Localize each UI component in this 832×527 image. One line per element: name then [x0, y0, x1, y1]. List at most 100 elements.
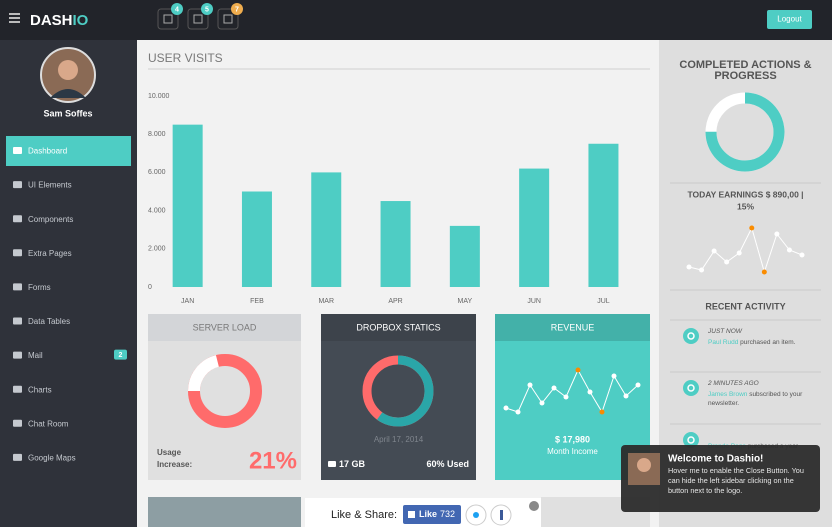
facebook-glyph — [500, 510, 503, 520]
bar — [588, 143, 619, 287]
like-label: Like — [419, 509, 437, 519]
activity-title: RECENT ACTIVITY — [705, 301, 785, 311]
notification-body-box: Hover me to enable the Close Button. You… — [668, 466, 816, 496]
like-button[interactable] — [403, 505, 461, 524]
menu-badge-count: 2 — [119, 352, 123, 359]
menu-icon — [13, 181, 22, 189]
sparkline-point — [623, 393, 629, 399]
header — [0, 0, 832, 40]
icon-glyph — [163, 14, 173, 24]
x-tick-label: JUL — [597, 298, 610, 305]
panel-title: SERVER LOAD — [193, 322, 257, 332]
y-tick-label: 4.000 — [148, 207, 166, 214]
menu-item[interactable]: UI Elements — [28, 181, 72, 190]
bar — [241, 191, 272, 287]
menu-icon — [13, 215, 22, 223]
sparkline-point — [736, 250, 742, 256]
usage-value: 21% — [249, 447, 297, 474]
date: April 17, 2014 — [374, 435, 424, 444]
activity-icon — [683, 380, 699, 396]
x-tick-label: JAN — [181, 298, 194, 305]
sparkline-point — [563, 394, 569, 400]
menu-item[interactable]: Dashboard — [28, 147, 67, 156]
menu-icon — [13, 317, 22, 325]
menu-item[interactable]: Mail — [28, 351, 43, 360]
sparkline-point — [749, 225, 755, 231]
sparkline-point — [711, 248, 717, 254]
thumbnail — [148, 497, 301, 527]
like-text: Like 732 — [419, 509, 455, 519]
activity-icon-dot — [687, 332, 695, 340]
panel-header — [148, 314, 301, 341]
menu-icon — [13, 147, 22, 154]
usage-label: Usage — [157, 448, 182, 457]
bar — [519, 168, 550, 287]
twitter-glyph — [473, 512, 479, 518]
menu-item[interactable]: Data Tables — [28, 317, 70, 326]
sparkline-point — [774, 231, 780, 237]
menu-toggle[interactable] — [9, 13, 20, 23]
sparkline-point — [503, 405, 509, 411]
x-tick-label: JUN — [527, 298, 541, 305]
donut-arc — [705, 92, 785, 172]
earnings: TODAY EARNINGS $ 890,00 | — [687, 189, 803, 199]
sparkline-point — [761, 269, 767, 275]
y-tick-label: 6.000 — [148, 169, 166, 176]
bar — [172, 124, 203, 288]
header-icon[interactable] — [217, 8, 239, 30]
y-tick-label: 8.000 — [148, 131, 166, 138]
menu-icon — [13, 283, 22, 291]
panel — [321, 314, 476, 480]
badge-count: 7 — [235, 6, 239, 13]
brand: DASHIO — [30, 12, 89, 29]
x-tick-label: FEB — [250, 298, 264, 305]
x-tick-label: APR — [388, 298, 402, 305]
disk-used: 60% Used — [426, 459, 469, 469]
menu-item[interactable]: Charts — [28, 385, 52, 394]
sparkline-point — [635, 382, 641, 388]
menu-item[interactable]: Forms — [28, 283, 51, 292]
earnings: 15% — [737, 201, 754, 211]
sparkline-point — [724, 259, 730, 265]
activity-text: purchased an item. — [740, 338, 796, 346]
menu-icon — [13, 419, 22, 427]
menu-badge — [114, 349, 127, 360]
badge-count: 5 — [205, 6, 209, 13]
disk-icon — [328, 461, 336, 467]
x-tick-label: MAR — [318, 298, 334, 305]
donut-arc — [362, 355, 434, 427]
activity-user: Paul Rudd — [708, 338, 739, 346]
activity-text: subscribed to your newsletter. — [708, 390, 803, 407]
logout-button[interactable] — [767, 10, 812, 29]
badge — [171, 3, 183, 15]
notification[interactable] — [621, 445, 820, 512]
close-button[interactable] — [529, 501, 539, 511]
menu-icon — [13, 453, 22, 461]
menu-item[interactable]: Chat Room — [28, 419, 69, 428]
menu-item[interactable]: Extra Pages — [28, 249, 72, 258]
badge-count: 4 — [175, 6, 179, 13]
header-icon[interactable] — [187, 8, 209, 30]
activity-time: JUST NOW — [708, 328, 742, 335]
y-tick-label: 2.000 — [148, 246, 166, 253]
profile-name: Sam Soffes — [43, 108, 92, 118]
menu-item[interactable]: Google Maps — [28, 454, 76, 463]
sparkline-point — [527, 382, 533, 388]
activity-text-line: James Brown subscribed to your newslette… — [708, 391, 823, 409]
activity-icon — [683, 432, 699, 448]
activity-item-box: 2 MINUTES AGO James Brown subscribed to y… — [708, 380, 823, 408]
menu-active — [6, 136, 131, 166]
sparkline-point — [599, 409, 605, 415]
revenue-caption: Month Income — [547, 447, 598, 456]
sparkline — [688, 226, 803, 274]
activity-text-line: Paul Rudd purchased an item. — [708, 339, 823, 348]
y-tick-label: 0 — [148, 284, 152, 291]
activity-icon — [683, 328, 699, 344]
activity-user: James Brown — [708, 390, 748, 398]
menu-item[interactable]: Components — [28, 215, 73, 224]
header-icon[interactable] — [157, 8, 179, 30]
icon-glyph — [223, 14, 233, 24]
sidebar — [0, 40, 137, 527]
badge — [231, 3, 243, 15]
sparkline-point — [587, 389, 593, 395]
